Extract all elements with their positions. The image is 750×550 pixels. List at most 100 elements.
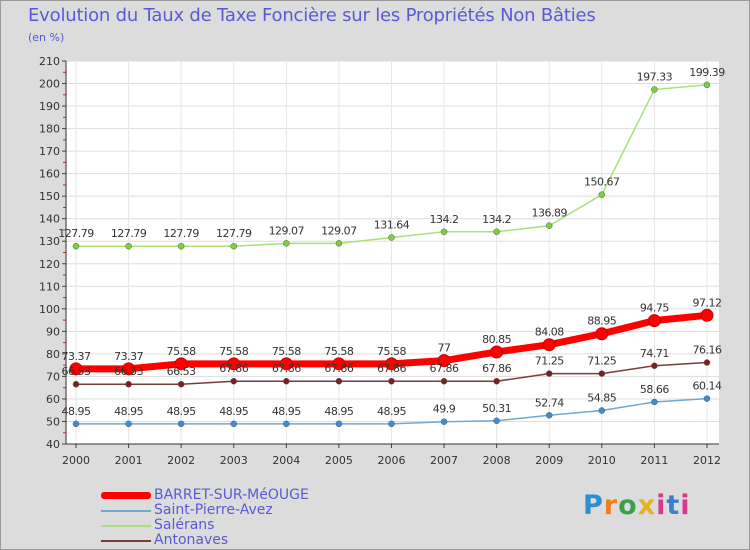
data-point-sal-rans xyxy=(283,240,290,247)
proxiti-logo: Proxiti xyxy=(583,490,691,521)
data-point-saint-pierre-avez xyxy=(545,412,553,419)
data-label-sal-rans: 199.39 xyxy=(689,66,725,79)
legend-item-barret-sur-m-ouge: BARRET-SUR-MéOUGE xyxy=(101,488,309,503)
y-tick-label: 70 xyxy=(46,370,60,383)
y-tick-label: 130 xyxy=(39,235,60,248)
data-point-saint-pierre-avez xyxy=(177,420,185,428)
legend-label: Antonaves xyxy=(154,532,229,548)
legend-swatch xyxy=(101,492,151,499)
y-tick-label: 190 xyxy=(39,100,60,113)
data-label-barret-sur-m-ouge: 80.85 xyxy=(482,333,511,346)
data-point-saint-pierre-avez xyxy=(335,420,343,428)
chart-title: Evolution du Taux de Taxe Foncière sur l… xyxy=(28,5,596,26)
y-tick-label: 80 xyxy=(46,348,60,361)
data-point-sal-rans xyxy=(545,222,553,229)
legend-label: Saint-Pierre-Avez xyxy=(154,502,273,518)
y-tick-label: 60 xyxy=(46,393,60,406)
data-point-saint-pierre-avez xyxy=(651,398,658,406)
x-tick-label: 2010 xyxy=(588,454,616,467)
data-label-sal-rans: 129.07 xyxy=(321,224,357,237)
data-label-sal-rans: 197.33 xyxy=(637,71,673,84)
data-label-saint-pierre-avez: 49.9 xyxy=(433,403,456,416)
data-point-antonaves xyxy=(440,377,448,385)
x-tick-label: 2003 xyxy=(220,454,248,467)
data-point-barret-sur-m-ouge xyxy=(595,327,609,341)
data-label-sal-rans: 150.67 xyxy=(584,176,620,189)
data-label-barret-sur-m-ouge: 75.58 xyxy=(377,345,406,358)
data-point-antonaves xyxy=(388,377,395,385)
data-label-antonaves: 66.53 xyxy=(167,365,196,378)
data-point-saint-pierre-avez xyxy=(598,407,606,414)
data-point-barret-sur-m-ouge xyxy=(69,362,83,376)
data-label-antonaves: 67.86 xyxy=(272,362,301,375)
data-label-barret-sur-m-ouge: 73.37 xyxy=(114,350,143,363)
x-tick-label: 2000 xyxy=(62,454,90,467)
data-point-antonaves xyxy=(335,377,343,385)
data-label-sal-rans: 134.2 xyxy=(482,213,511,226)
data-label-antonaves: 66.53 xyxy=(62,365,91,378)
data-point-barret-sur-m-ouge xyxy=(279,357,293,371)
data-point-antonaves xyxy=(493,377,500,385)
y-tick-label: 180 xyxy=(39,123,60,136)
data-label-antonaves: 74.71 xyxy=(640,347,669,360)
data-point-antonaves xyxy=(230,377,237,385)
data-label-barret-sur-m-ouge: 84.08 xyxy=(535,326,564,339)
legend-swatch xyxy=(101,539,151,542)
data-label-sal-rans: 127.79 xyxy=(111,227,147,240)
data-point-saint-pierre-avez xyxy=(230,420,237,428)
data-point-sal-rans xyxy=(177,242,185,250)
data-point-barret-sur-m-ouge xyxy=(227,357,241,371)
y-tick-label: 160 xyxy=(39,168,60,181)
data-label-antonaves: 67.86 xyxy=(377,362,406,375)
data-label-barret-sur-m-ouge: 75.58 xyxy=(272,345,301,358)
data-point-barret-sur-m-ouge xyxy=(174,357,188,371)
data-point-barret-sur-m-ouge xyxy=(542,338,556,352)
chart-unit-label: (en %) xyxy=(28,31,65,44)
data-label-sal-rans: 134.2 xyxy=(430,213,459,226)
data-point-antonaves xyxy=(283,377,290,385)
x-tick-label: 2012 xyxy=(693,454,721,467)
data-label-antonaves: 67.86 xyxy=(482,362,511,375)
data-point-sal-rans xyxy=(230,242,237,250)
data-point-saint-pierre-avez xyxy=(125,420,132,428)
legend-item-sal-rans: Salérans xyxy=(101,518,309,533)
data-label-antonaves: 67.86 xyxy=(219,362,248,375)
data-point-antonaves xyxy=(72,380,80,388)
y-tick-label: 50 xyxy=(46,415,60,428)
data-label-saint-pierre-avez: 50.31 xyxy=(482,402,511,415)
y-tick-label: 150 xyxy=(39,190,60,203)
plot-area xyxy=(66,61,719,444)
data-point-antonaves xyxy=(703,359,711,366)
data-label-barret-sur-m-ouge: 73.37 xyxy=(62,350,91,363)
data-label-antonaves: 76.16 xyxy=(692,344,721,357)
data-point-sal-rans xyxy=(440,228,448,236)
data-label-antonaves: 71.25 xyxy=(587,355,616,368)
data-label-antonaves: 67.86 xyxy=(430,362,459,375)
data-point-barret-sur-m-ouge xyxy=(700,308,714,322)
data-label-saint-pierre-avez: 48.95 xyxy=(324,405,353,418)
data-point-sal-rans xyxy=(651,86,658,93)
legend-item-saint-pierre-avez: Saint-Pierre-Avez xyxy=(101,503,309,518)
data-point-sal-rans xyxy=(125,242,132,250)
data-point-antonaves xyxy=(651,362,658,370)
data-point-saint-pierre-avez xyxy=(388,420,395,428)
data-label-barret-sur-m-ouge: 88.95 xyxy=(587,315,616,328)
legend-label: BARRET-SUR-MéOUGE xyxy=(154,487,309,503)
data-label-barret-sur-m-ouge: 75.58 xyxy=(219,345,248,358)
data-label-saint-pierre-avez: 48.95 xyxy=(377,405,406,418)
data-point-antonaves xyxy=(598,370,606,377)
data-label-barret-sur-m-ouge: 75.58 xyxy=(324,345,353,358)
data-label-sal-rans: 127.79 xyxy=(163,227,199,240)
x-tick-label: 2008 xyxy=(483,454,511,467)
data-point-sal-rans xyxy=(493,228,500,236)
data-label-sal-rans: 136.89 xyxy=(531,207,567,220)
x-tick-label: 2002 xyxy=(167,454,195,467)
data-point-saint-pierre-avez xyxy=(440,418,448,425)
data-point-saint-pierre-avez xyxy=(72,420,80,428)
data-label-sal-rans: 127.79 xyxy=(216,227,252,240)
x-tick-label: 2007 xyxy=(430,454,458,467)
legend-swatch xyxy=(101,524,151,527)
legend-swatch xyxy=(101,509,151,512)
